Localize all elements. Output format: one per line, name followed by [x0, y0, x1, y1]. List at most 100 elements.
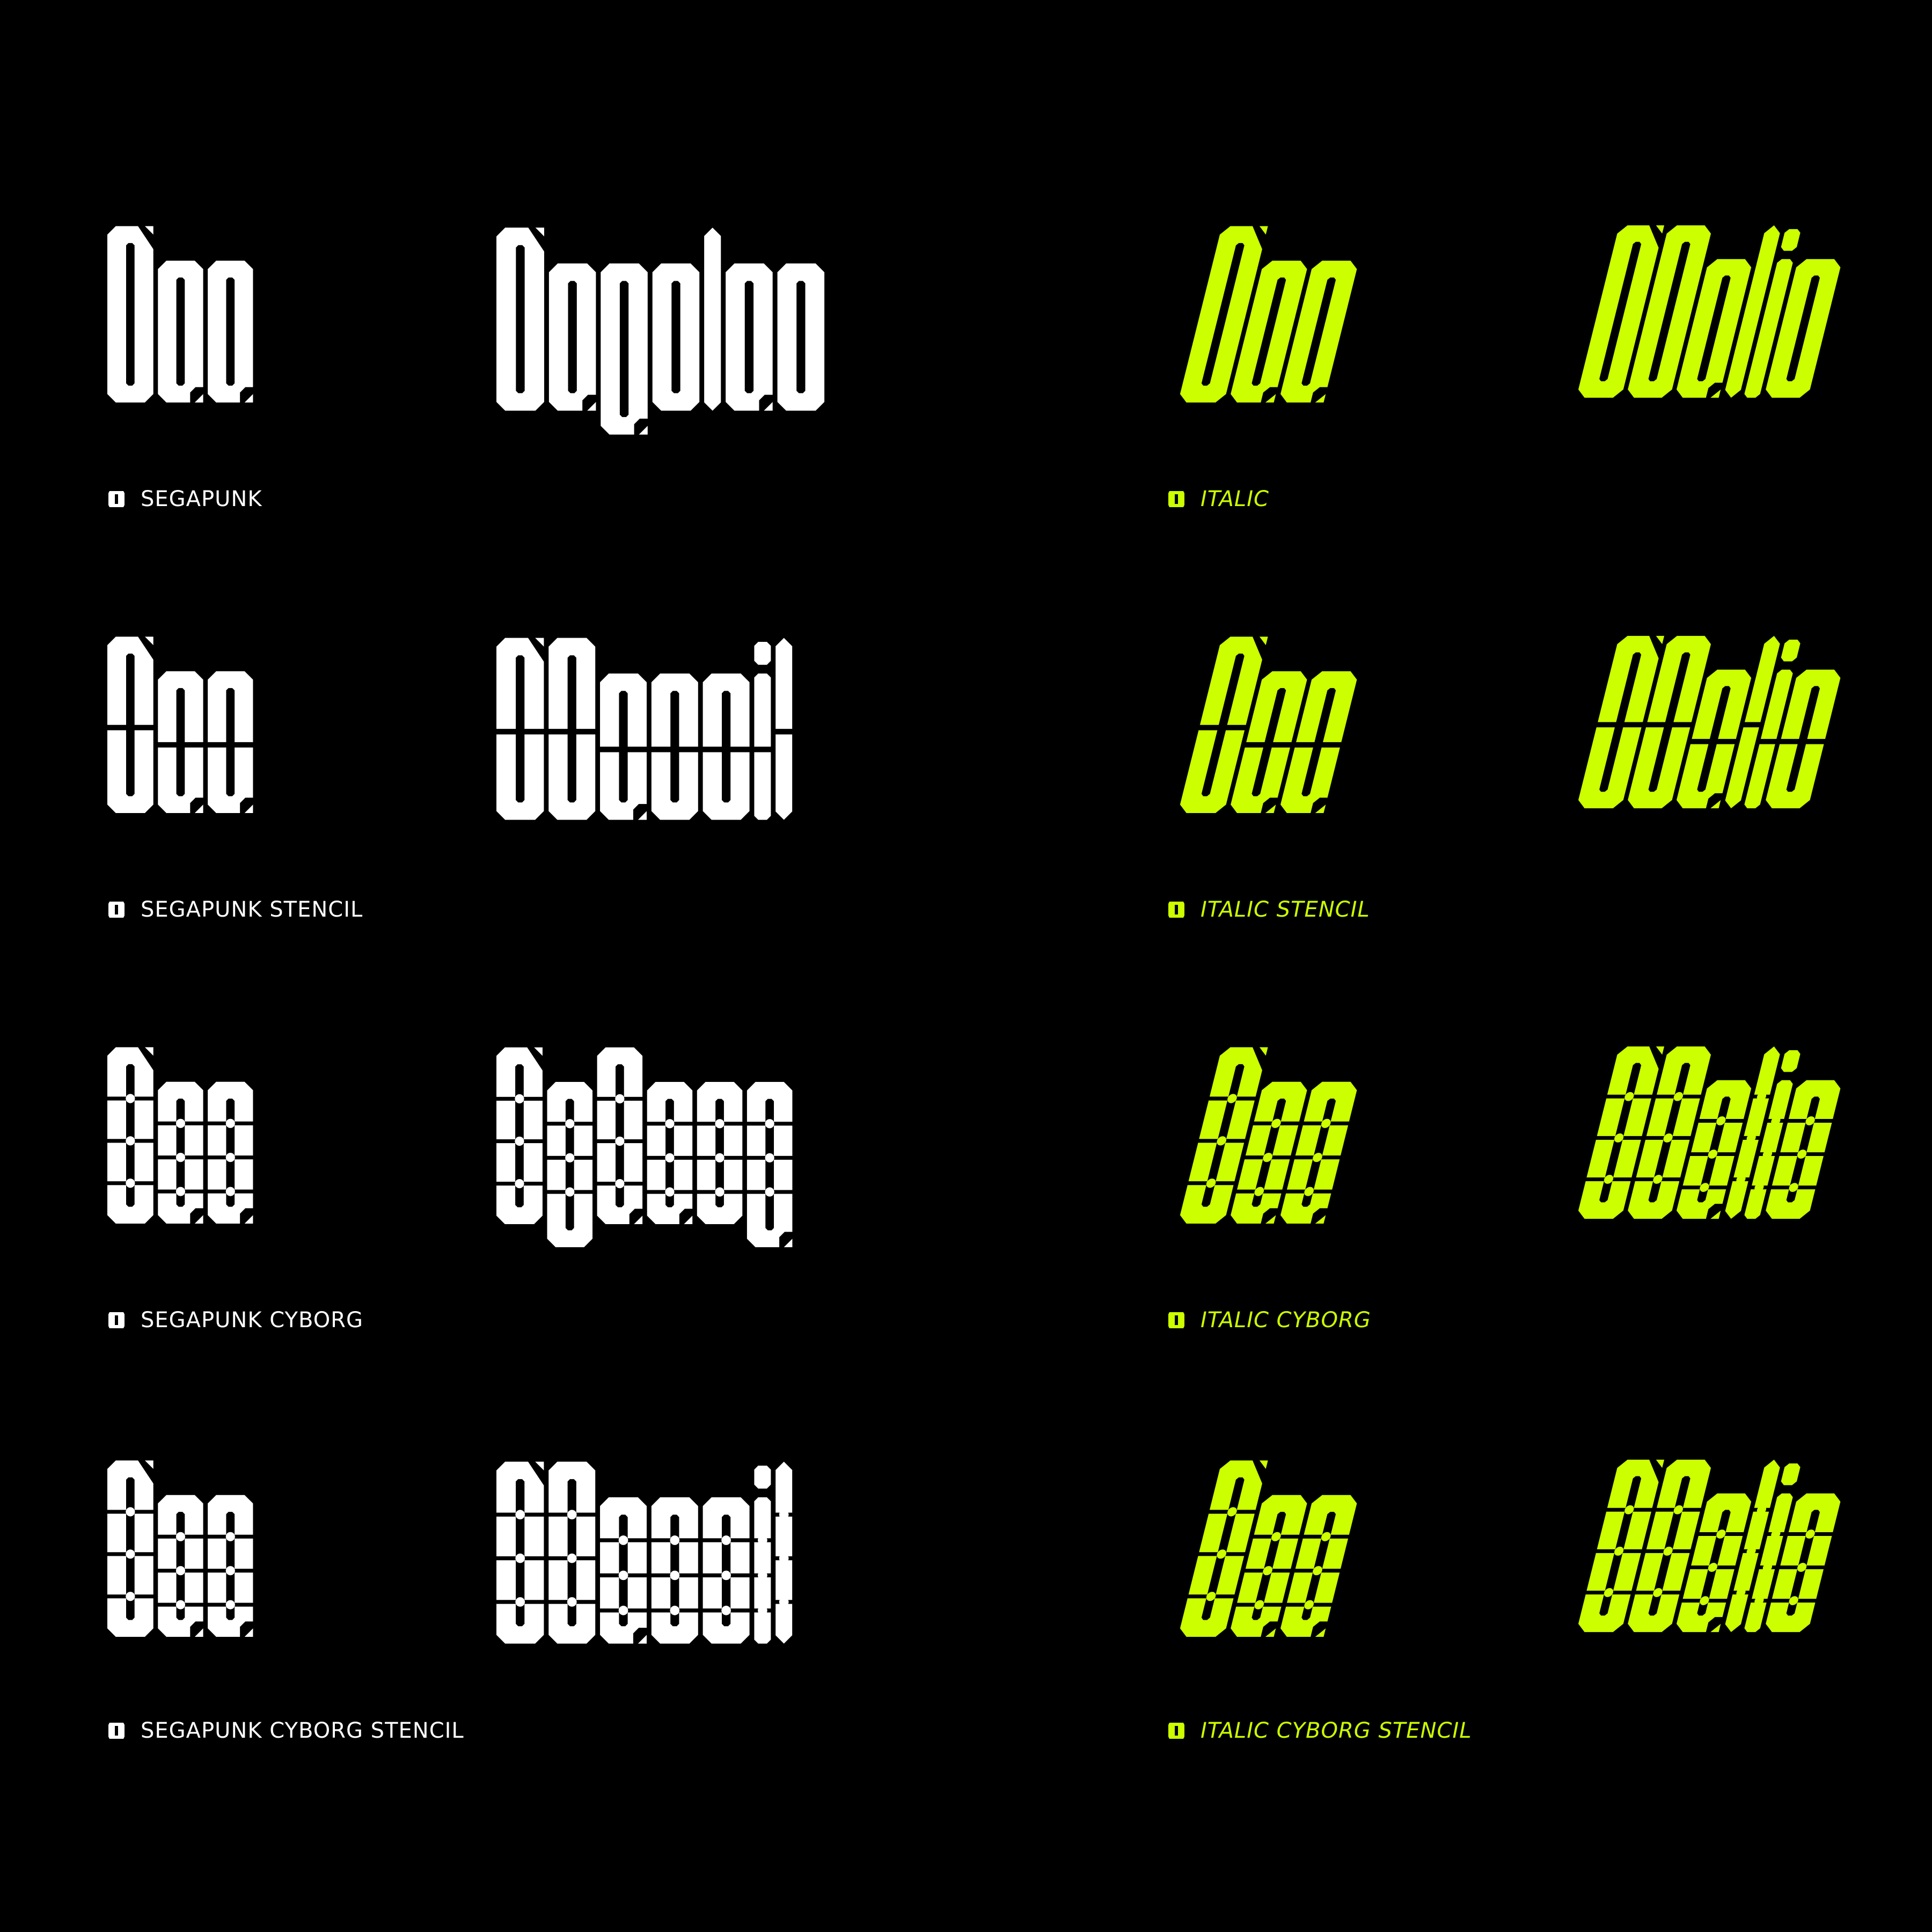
glyph-A	[1180, 226, 1268, 402]
glyph-a	[726, 263, 773, 411]
glyph-r	[697, 1082, 743, 1225]
caption-label: ITALIC CYBORG STENCIL	[1201, 1718, 1472, 1743]
caption-label: ITALIC	[1201, 487, 1269, 511]
glyph-I	[1578, 225, 1665, 398]
word-specimen	[495, 1461, 793, 1644]
glyph-a	[1231, 1081, 1307, 1224]
glyph-I	[1578, 635, 1665, 809]
caption-label: SEGAPUNK CYBORG STENCIL	[141, 1718, 464, 1743]
word-specimen	[495, 638, 793, 820]
glyph-specimen-aao	[1180, 1047, 1357, 1224]
glyph-o	[1280, 671, 1357, 813]
glyph-o	[208, 1495, 253, 1637]
style-caption: SEGAPUNK STENCIL	[107, 894, 363, 926]
glyph-t	[548, 1461, 596, 1644]
glyph-e	[600, 674, 647, 820]
glyph-l	[1725, 1046, 1780, 1219]
glyph-A	[107, 226, 153, 402]
segapunk-bullet-icon	[108, 491, 125, 507]
glyph-o	[1280, 1081, 1357, 1224]
glyph-A	[1180, 1047, 1268, 1224]
glyph-c	[1766, 1493, 1841, 1633]
glyph-o	[1280, 1495, 1357, 1637]
glyph-u	[652, 263, 700, 411]
glyph-specimen-aao	[106, 636, 254, 813]
glyph-i	[1744, 229, 1801, 398]
glyph-a	[1231, 1495, 1307, 1637]
segapunk-bullet-icon	[1168, 491, 1184, 507]
glyph-a	[158, 671, 203, 813]
glyph-i	[754, 642, 771, 820]
glyph-e	[600, 1497, 647, 1644]
segapunk-bullet-icon	[1168, 1723, 1184, 1739]
glyph-c	[1766, 669, 1841, 809]
glyph-specimen-aao	[106, 1460, 254, 1637]
glyph-a	[1676, 1080, 1752, 1219]
glyph-a	[1231, 260, 1307, 402]
glyph-a	[1676, 1493, 1752, 1633]
glyph-i	[1744, 1050, 1801, 1219]
glyph-o	[1280, 260, 1357, 402]
caption-label: SEGAPUNK	[141, 487, 262, 511]
glyph-S	[496, 638, 544, 820]
segapunk-bullet-icon	[108, 1312, 125, 1328]
glyph-specimen-aao	[1180, 636, 1357, 813]
glyph-a	[1231, 671, 1307, 813]
style-caption: ITALIC	[1167, 483, 1269, 515]
style-caption: ITALIC CYBORG	[1167, 1304, 1371, 1336]
glyph-y	[547, 1082, 593, 1247]
glyph-l	[704, 228, 721, 411]
glyph-i	[754, 1466, 771, 1644]
glyph-a	[1676, 669, 1752, 809]
caption-label: ITALIC CYBORG	[1201, 1308, 1371, 1333]
glyph-A	[1180, 1460, 1268, 1637]
style-caption: SEGAPUNK CYBORG	[107, 1304, 363, 1336]
glyph-i	[1744, 1463, 1801, 1633]
glyph-I	[1578, 1046, 1665, 1219]
glyph-o	[208, 671, 253, 813]
glyph-l	[775, 1461, 793, 1644]
glyph-specimen-aao	[106, 1047, 254, 1224]
glyph-A	[1180, 636, 1268, 813]
glyph-a	[1676, 259, 1752, 398]
style-caption: SEGAPUNK CYBORG STENCIL	[107, 1715, 464, 1747]
glyph-a	[158, 1495, 203, 1637]
style-caption: ITALIC STENCIL	[1167, 894, 1370, 926]
glyph-t	[1628, 1459, 1711, 1633]
glyph-C	[496, 1047, 543, 1225]
glyph-t	[1628, 635, 1711, 809]
style-caption: ITALIC CYBORG STENCIL	[1167, 1715, 1472, 1747]
glyph-specimen-aao	[1180, 1460, 1357, 1637]
glyph-c	[702, 674, 750, 820]
glyph-t	[548, 638, 596, 820]
glyph-n	[651, 1497, 698, 1644]
glyph-l	[1725, 1459, 1780, 1633]
glyph-specimen-aao	[107, 226, 253, 402]
glyph-g	[747, 1082, 793, 1247]
glyph-a	[158, 260, 203, 402]
glyph-n	[651, 674, 698, 820]
glyph-o	[208, 1081, 253, 1224]
glyph-A	[107, 1460, 153, 1637]
glyph-g	[601, 263, 648, 435]
glyph-c	[1766, 259, 1841, 398]
glyph-A	[107, 636, 153, 813]
glyph-S	[496, 1461, 544, 1644]
glyph-A	[107, 1047, 153, 1224]
word-specimen	[496, 228, 825, 435]
glyph-t	[1628, 225, 1711, 398]
glyph-I	[1578, 1459, 1665, 1633]
glyph-c	[702, 1497, 750, 1644]
word-specimen	[495, 1047, 793, 1247]
word-specimen	[1578, 225, 1841, 398]
glyph-a	[158, 1081, 203, 1224]
word-specimen	[1578, 1046, 1841, 1219]
caption-label: SEGAPUNK CYBORG	[141, 1308, 363, 1333]
segapunk-bullet-icon	[1168, 1312, 1184, 1328]
glyph-R	[496, 228, 544, 411]
style-caption: SEGAPUNK	[107, 483, 262, 515]
word-specimen	[1578, 635, 1841, 809]
glyph-specimen-aao	[1180, 226, 1357, 402]
word-specimen	[1578, 1459, 1841, 1633]
segapunk-bullet-icon	[108, 1723, 125, 1739]
